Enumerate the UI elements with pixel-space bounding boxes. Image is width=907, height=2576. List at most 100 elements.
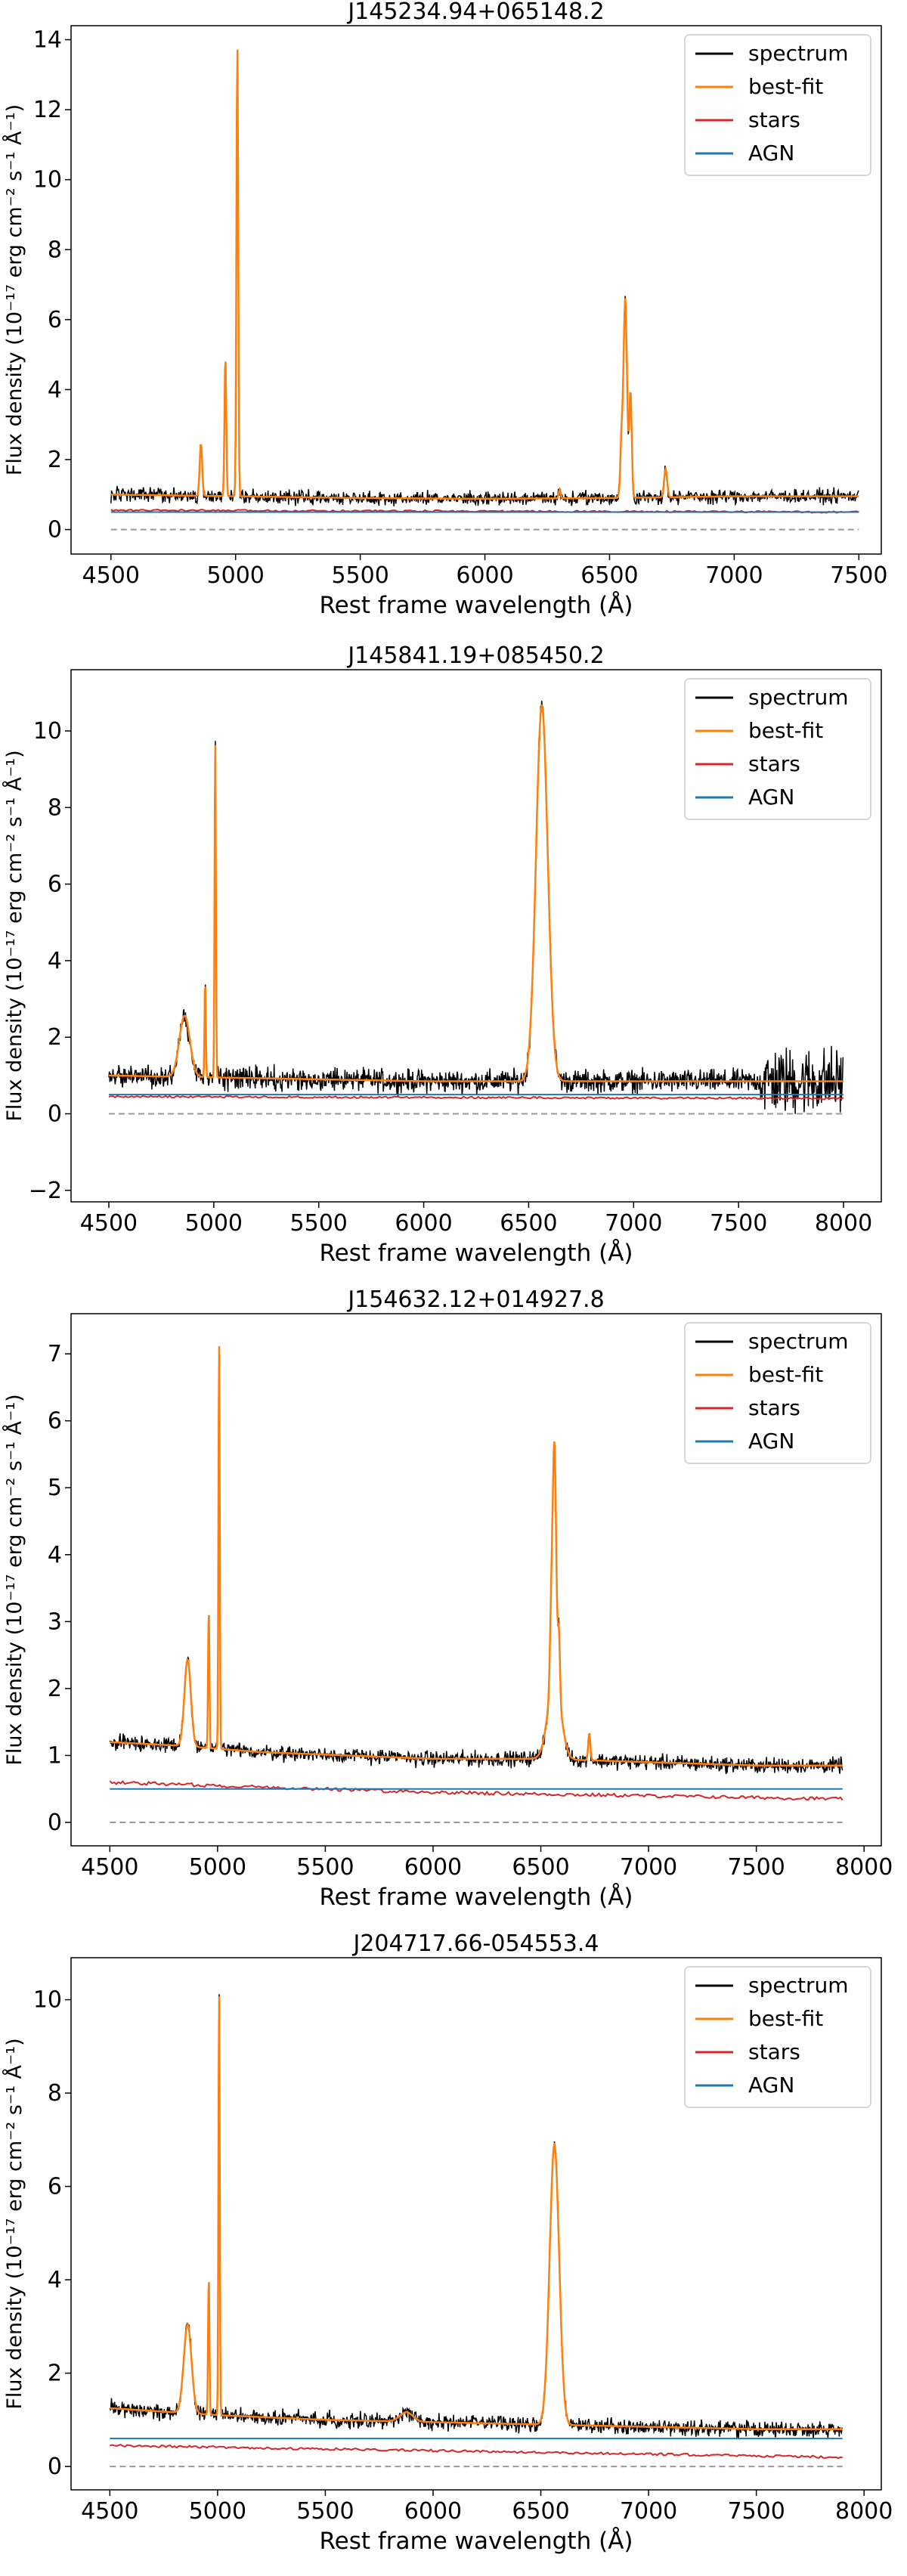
axes-frame	[70, 1313, 882, 1847]
legend-box	[684, 678, 871, 820]
axes-frame	[70, 669, 882, 1203]
chart-title: J154632.12+014927.8	[346, 1286, 604, 1313]
x-tick-label: 7500	[727, 1854, 785, 1881]
legend-entry: best-fit	[748, 1362, 823, 1387]
x-tick-label: 8000	[815, 1210, 872, 1237]
chart-panel-2: J145841.19+085450.2 4500 5000 5500 6000 6500 7…	[2, 642, 882, 1267]
x-axis-label: Rest frame wavelength (Å)	[320, 592, 633, 619]
x-tick-label: 4500	[81, 1854, 138, 1881]
legend-box	[684, 1322, 871, 1464]
plot-area	[110, 49, 859, 531]
legend: spectrum best-fit stars AGN	[684, 1966, 871, 2108]
x-tick-label: 4500	[81, 2498, 138, 2525]
legend: spectrum best-fit stars AGN	[684, 678, 871, 820]
x-tick-label: 7500	[727, 2498, 785, 2525]
x-tick-label: 7500	[710, 1210, 767, 1237]
legend: spectrum best-fit stars AGN	[684, 34, 871, 176]
y-tick-label: 2	[48, 2361, 62, 2387]
legend-entry: spectrum	[748, 1329, 849, 1354]
bestfit-series	[109, 703, 844, 1082]
legend-box	[684, 1966, 871, 2108]
stars-series	[108, 1094, 844, 1101]
stars-series	[109, 1780, 844, 1801]
legend-entry: AGN	[748, 141, 794, 166]
x-tick-label: 5000	[185, 1210, 243, 1237]
y-axis-label: Flux density (10⁻¹⁷ erg cm⁻² s⁻¹ Å⁻¹)	[2, 104, 26, 475]
y-tick-label: 10	[33, 718, 62, 745]
legend-entry: stars	[748, 2039, 800, 2064]
stars-series	[109, 2444, 843, 2460]
x-tick-label: 7500	[830, 562, 887, 589]
x-tick-label: 5500	[290, 1210, 348, 1237]
x-tick-label: 5500	[296, 2498, 354, 2525]
plot-area	[109, 1345, 844, 1824]
x-tick-label: 5000	[207, 562, 265, 589]
spectrum-series	[108, 701, 844, 1114]
x-tick-label: 7000	[705, 562, 763, 589]
x-tick-label: 5000	[189, 1854, 246, 1881]
x-axis-label: Rest frame wavelength (Å)	[320, 2528, 633, 2555]
x-tick-label: 8000	[835, 2498, 893, 2525]
axes-frame	[70, 25, 882, 555]
legend-entry: stars	[748, 1395, 800, 1420]
x-tick-label: 8000	[835, 1854, 893, 1881]
chart-title: J145234.94+065148.2	[346, 0, 604, 25]
chart-panel-3: J154632.12+014927.8 4500 5000 5500 6000 6500 7…	[2, 1286, 893, 1911]
x-axis-label: Rest frame wavelength (Å)	[320, 1240, 633, 1267]
legend-entry: spectrum	[748, 41, 849, 66]
y-tick-label: 3	[48, 1608, 62, 1635]
bestfit-series	[110, 49, 859, 500]
x-tick-label: 7000	[620, 1854, 677, 1881]
y-tick-label: 8	[48, 237, 62, 263]
x-tick-label: 6500	[580, 562, 638, 589]
x-tick-label: 5500	[331, 562, 388, 589]
chart-title: J145841.19+085450.2	[346, 642, 604, 669]
spectrum-series	[109, 1994, 844, 2438]
legend-entry: best-fit	[748, 718, 823, 743]
y-tick-label: 10	[33, 1987, 62, 2014]
y-tick-label: 4	[48, 376, 62, 403]
y-tick-label: 0	[48, 2454, 62, 2480]
x-tick-label: 4500	[80, 1210, 138, 1237]
y-tick-label: 6	[48, 307, 62, 333]
y-axis-label: Flux density (10⁻¹⁷ erg cm⁻² s⁻¹ Å⁻¹)	[2, 750, 26, 1121]
y-tick-label: 10	[33, 167, 62, 194]
chart-panel-4: J204717.66-054553.4 4500 5000 5500 6000 6500 7…	[2, 1930, 893, 2555]
y-axis-label: Flux density (10⁻¹⁷ erg cm⁻² s⁻¹ Å⁻¹)	[2, 1394, 26, 1765]
y-tick-label: 8	[48, 794, 62, 821]
y-tick-label: 5	[48, 1475, 62, 1501]
x-axis-label: Rest frame wavelength (Å)	[320, 1884, 633, 1911]
legend-entry: spectrum	[748, 685, 849, 710]
x-tick-label: 6500	[500, 1210, 557, 1237]
y-tick-label: 2	[48, 1676, 62, 1702]
y-tick-label: 6	[48, 1408, 62, 1435]
x-tick-label: 6500	[512, 2498, 569, 2525]
x-tick-label: 7000	[620, 2498, 677, 2525]
x-tick-label: 6000	[404, 1854, 462, 1881]
y-tick-label: 2	[48, 1024, 62, 1051]
x-tick-label: 7000	[605, 1210, 662, 1237]
legend-entry: stars	[748, 751, 800, 776]
chart-title: J204717.66-054553.4	[351, 1930, 599, 1957]
y-tick-label: 8	[48, 2080, 62, 2107]
y-tick-label: 0	[48, 1101, 62, 1128]
y-tick-label: −2	[29, 1178, 62, 1204]
y-tick-label: 4	[48, 2267, 62, 2293]
axes-frame	[70, 1957, 882, 2491]
legend-entry: AGN	[748, 2073, 794, 2098]
plot-area	[108, 701, 844, 1115]
y-tick-label: 4	[48, 1542, 62, 1568]
y-tick-label: 0	[48, 1810, 62, 1836]
x-tick-label: 6500	[512, 1854, 569, 1881]
y-tick-label: 0	[48, 517, 62, 543]
y-tick-label: 2	[48, 447, 62, 473]
legend-entry: AGN	[748, 1429, 794, 1454]
y-tick-label: 7	[48, 1341, 62, 1367]
plot-area	[109, 1994, 844, 2468]
legend-box	[684, 34, 871, 176]
x-tick-label: 6000	[456, 562, 513, 589]
y-axis-label: Flux density (10⁻¹⁷ erg cm⁻² s⁻¹ Å⁻¹)	[2, 2038, 26, 2409]
legend: spectrum best-fit stars AGN	[684, 1322, 871, 1464]
spectrum-series	[109, 1348, 844, 1775]
y-tick-label: 6	[48, 2174, 62, 2200]
